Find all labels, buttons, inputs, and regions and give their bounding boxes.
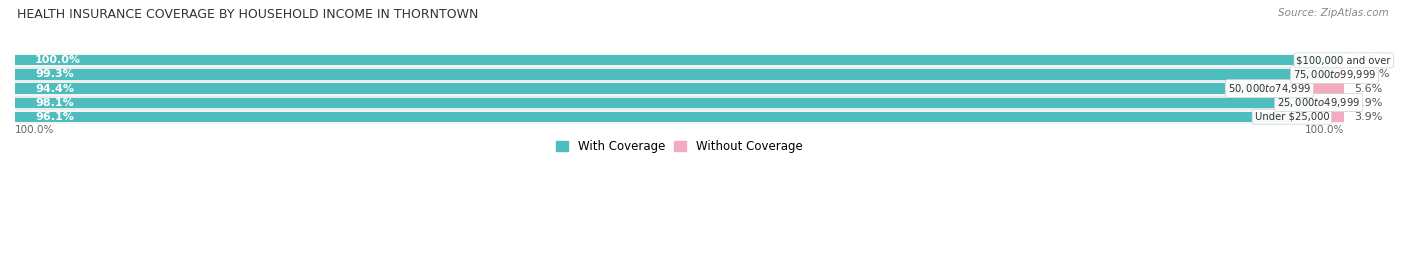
Bar <box>15 82 1344 95</box>
Bar <box>15 112 1292 122</box>
Text: 1.9%: 1.9% <box>1354 98 1382 108</box>
Bar <box>1319 98 1344 108</box>
Bar <box>15 53 1344 68</box>
Bar <box>15 69 1334 80</box>
Bar <box>15 95 1344 110</box>
Text: 94.4%: 94.4% <box>35 84 75 94</box>
Bar <box>15 55 1344 65</box>
Text: $100,000 and over: $100,000 and over <box>1296 55 1391 65</box>
Text: Source: ZipAtlas.com: Source: ZipAtlas.com <box>1278 8 1389 18</box>
Text: 99.3%: 99.3% <box>35 69 73 79</box>
Bar <box>1270 83 1344 94</box>
Text: HEALTH INSURANCE COVERAGE BY HOUSEHOLD INCOME IN THORNTOWN: HEALTH INSURANCE COVERAGE BY HOUSEHOLD I… <box>17 8 478 21</box>
Text: $50,000 to $74,999: $50,000 to $74,999 <box>1227 82 1310 95</box>
Text: 98.1%: 98.1% <box>35 98 73 108</box>
Bar <box>1334 69 1344 80</box>
Text: 5.6%: 5.6% <box>1354 84 1382 94</box>
Bar <box>15 68 1344 82</box>
Text: $25,000 to $49,999: $25,000 to $49,999 <box>1277 96 1360 109</box>
Text: $75,000 to $99,999: $75,000 to $99,999 <box>1294 68 1376 81</box>
Bar <box>15 110 1344 124</box>
Text: 100.0%: 100.0% <box>1305 125 1344 135</box>
Text: 100.0%: 100.0% <box>15 125 55 135</box>
Text: 0.72%: 0.72% <box>1354 69 1391 79</box>
Text: 3.9%: 3.9% <box>1354 112 1382 122</box>
Text: 0.0%: 0.0% <box>1354 55 1382 65</box>
Bar <box>1292 112 1344 122</box>
Text: 100.0%: 100.0% <box>35 55 82 65</box>
Text: Under $25,000: Under $25,000 <box>1254 112 1329 122</box>
Bar <box>15 98 1319 108</box>
Bar <box>15 83 1270 94</box>
Legend: With Coverage, Without Coverage: With Coverage, Without Coverage <box>551 136 807 158</box>
Text: 96.1%: 96.1% <box>35 112 73 122</box>
